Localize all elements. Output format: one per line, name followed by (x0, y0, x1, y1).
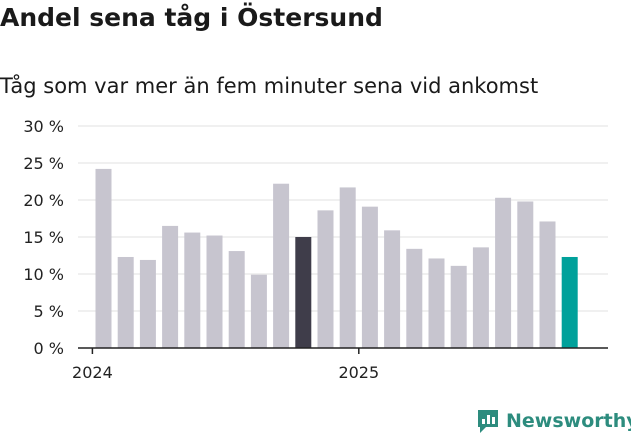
bar-2025-06 (472, 247, 489, 348)
y-tick-label: 30 % (23, 117, 64, 136)
chart-subtitle: Tåg som var mer än fem minuter sena vid … (0, 74, 539, 98)
bar-2025-07 (495, 197, 512, 348)
bar-2025-09 (539, 221, 556, 348)
bar-2025-01 (361, 206, 378, 348)
brand-footer: Newsworthy (476, 408, 631, 434)
y-tick-label: 20 % (23, 191, 64, 210)
bar-2024-03 (139, 259, 156, 348)
y-tick-label: 15 % (23, 228, 64, 247)
newsworthy-logo-icon (478, 410, 498, 433)
bar-2024-08 (250, 274, 267, 348)
bar-2025-03 (406, 248, 423, 348)
bar-2025-10 (561, 256, 578, 348)
y-tick-label: 5 % (34, 302, 64, 321)
y-tick-label: 10 % (23, 265, 64, 284)
bar-2025-02 (384, 230, 401, 348)
y-tick-label: 0 % (34, 339, 64, 358)
bar-2024-10 (295, 237, 312, 348)
bar-2024-07 (228, 251, 245, 348)
x-tick-label: 2025 (338, 363, 379, 382)
bar-2025-05 (450, 265, 467, 348)
bar-2024-09 (273, 183, 290, 348)
bar-2025-08 (517, 201, 534, 348)
chart-title: Andel sena tåg i Östersund (0, 3, 383, 32)
bar-2025-04 (428, 258, 445, 348)
bar-2024-11 (317, 210, 334, 348)
bar-chart: 0 % 5 % 10 % 15 % 20 % 25 % 30 % 2024 2025 (23, 117, 608, 382)
bar-2024-06 (206, 235, 223, 348)
x-tick-label: 2024 (72, 363, 113, 382)
y-tick-label: 25 % (23, 154, 64, 173)
bar-2024-04 (162, 225, 179, 348)
bar-2024-01 (95, 168, 112, 348)
brand-name: Newsworthy (506, 410, 631, 432)
bar-2024-05 (184, 232, 201, 348)
bar-2024-02 (117, 256, 134, 348)
bar-2024-12 (339, 187, 356, 348)
